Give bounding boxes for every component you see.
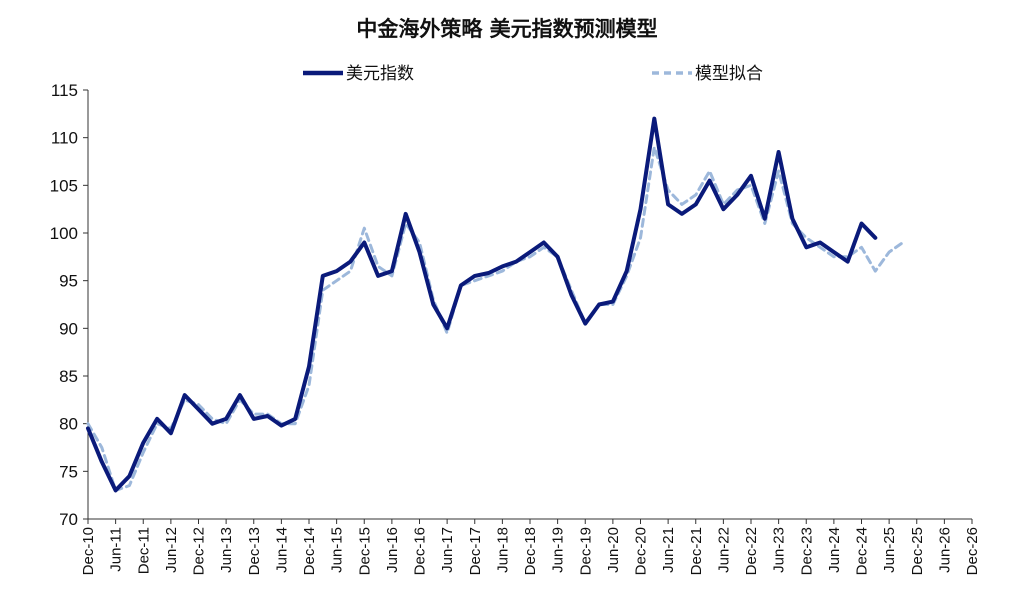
- y-tick-label: 115: [51, 81, 78, 100]
- x-tick-label: Dec-12: [191, 527, 208, 575]
- x-tick-label: Jun-26: [936, 527, 953, 573]
- x-tick-label: Jun-18: [494, 527, 511, 573]
- x-tick-label: Jun-23: [771, 527, 788, 573]
- x-tick-label: Jun-24: [826, 527, 843, 573]
- x-tick-label: Dec-25: [909, 527, 926, 575]
- x-tick-label: Jun-19: [550, 527, 567, 573]
- x-tick-label: Dec-10: [80, 527, 97, 575]
- y-tick-label: 85: [59, 367, 78, 386]
- x-tick-label: Jun-22: [715, 527, 732, 573]
- x-tick-label: Dec-13: [246, 527, 263, 575]
- x-tick-label: Dec-19: [577, 527, 594, 575]
- x-tick-label: Dec-18: [522, 527, 539, 575]
- x-tick-label: Jun-11: [108, 527, 125, 572]
- y-tick-label: 70: [59, 510, 78, 529]
- x-tick-label: Jun-25: [881, 527, 898, 573]
- x-tick-label: Dec-21: [688, 527, 705, 575]
- x-tick-label: Dec-23: [798, 527, 815, 575]
- x-tick-label: Dec-11: [135, 527, 152, 574]
- x-tick-label: Dec-26: [964, 527, 981, 575]
- x-tick-label: Dec-17: [467, 527, 484, 575]
- y-tick-label: 80: [59, 415, 78, 434]
- y-tick-label: 90: [59, 319, 78, 338]
- legend-label-dxy: 美元指数: [346, 64, 414, 84]
- x-tick-label: Jun-21: [660, 527, 677, 573]
- x-tick-label: Jun-17: [439, 527, 456, 573]
- y-tick-label: 100: [50, 224, 78, 243]
- x-tick-label: Dec-16: [412, 527, 429, 575]
- x-tick-label: Jun-13: [218, 527, 235, 573]
- legend: 美元指数 模型拟合: [303, 64, 763, 84]
- x-tick-label: Jun-12: [163, 527, 180, 573]
- plot-area: 70 75 80 85 90 95 100 105 110 115 Dec-10 Jun-11 Dec-…: [50, 81, 981, 575]
- series-line-dxy: [86, 116, 878, 493]
- y-tick-label: 110: [51, 129, 78, 148]
- x-tick-label: Dec-22: [743, 527, 760, 575]
- x-tick-label: Dec-15: [356, 527, 373, 575]
- series-line-model: [86, 145, 905, 492]
- x-tick-label: Jun-15: [329, 527, 346, 573]
- chart-title: 中金海外策略 美元指数预测模型: [356, 17, 657, 41]
- x-tick-label: Dec-24: [854, 527, 871, 575]
- x-tick-label: Jun-20: [605, 527, 622, 573]
- x-tick-label: Jun-16: [384, 527, 401, 573]
- y-tick-label: 105: [50, 176, 78, 195]
- legend-label-model: 模型拟合: [695, 64, 763, 84]
- x-tick-label: Jun-14: [273, 527, 290, 573]
- y-tick-label: 75: [59, 462, 78, 481]
- x-tick-label: Dec-14: [301, 527, 318, 575]
- x-tick-label: Dec-20: [633, 527, 650, 575]
- y-tick-label: 95: [59, 272, 78, 291]
